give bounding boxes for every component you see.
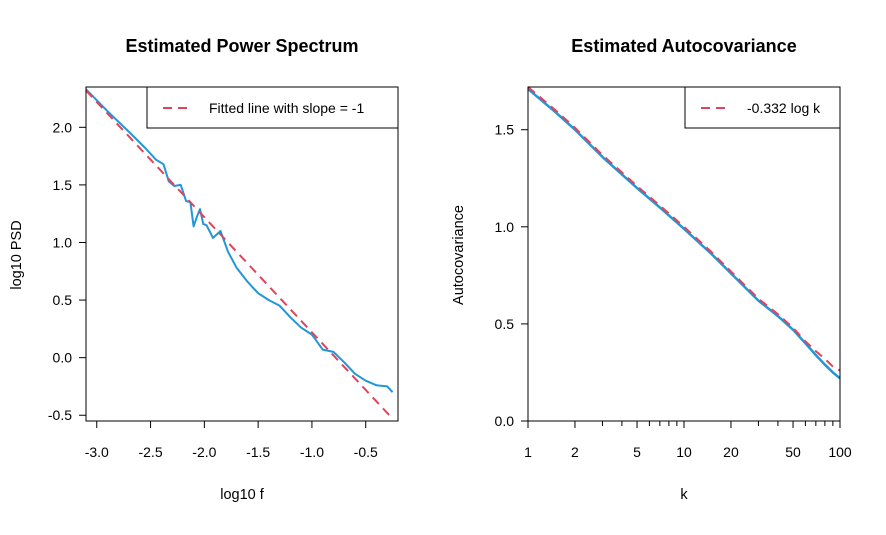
autocov-legend-box (684, 86, 841, 129)
autocov-legend-label: -0.332 log k (747, 100, 821, 116)
autocov-y-tick-label: 0.0 (495, 413, 515, 429)
psd-y-tick-label: 1.0 (53, 234, 73, 250)
psd-x-tick-label: -1.5 (246, 444, 270, 460)
psd-series-line (85, 88, 394, 393)
autocov-chart-title: Estimated Autocovariance (571, 36, 796, 56)
autocov-x-tick-label: 2 (571, 444, 579, 460)
psd-chart: Estimated Power Spectrum log10 f log10 P… (9, 36, 399, 503)
psd-y-tick-label: -0.5 (48, 407, 72, 423)
psd-fitted-line (85, 89, 394, 420)
psd-y-tick-label: 0.0 (53, 350, 73, 366)
autocov-y-axis-label: Autocovariance (451, 205, 467, 305)
psd-y-tick-label: 2.0 (53, 119, 73, 135)
autocov-fitted-line (527, 86, 841, 372)
psd-legend-label: Fitted line with slope = -1 (209, 100, 364, 116)
psd-y-axis-label: log10 PSD (9, 220, 25, 289)
psd-x-axis-label: log10 f (220, 487, 265, 503)
autocov-y-tick-label: 1.5 (495, 122, 515, 138)
autocov-x-axis-label: k (680, 487, 688, 503)
autocov-x-tick-label: 100 (828, 444, 852, 460)
psd-y-tick-label: 0.5 (53, 292, 73, 308)
psd-x-tick-label: -0.5 (354, 444, 378, 460)
autocov-chart: Estimated Autocovariance k Autocovarianc… (451, 36, 852, 503)
autocov-x-tick-label: 5 (633, 444, 641, 460)
psd-y-tick-label: 1.5 (53, 177, 73, 193)
autocov-x-tick-label: 10 (676, 444, 692, 460)
autocov-y-tick-label: 0.5 (495, 316, 515, 332)
psd-x-tick-label: -3.0 (85, 444, 109, 460)
psd-x-tick-label: -2.0 (192, 444, 216, 460)
psd-x-tick-label: -2.5 (138, 444, 162, 460)
autocov-y-tick-label: 1.0 (495, 219, 515, 235)
autocov-x-tick-label: 1 (524, 444, 532, 460)
psd-legend-box (146, 86, 399, 129)
psd-chart-title: Estimated Power Spectrum (125, 36, 358, 56)
autocov-series-line (527, 87, 841, 380)
autocov-plot-frame (527, 86, 841, 422)
autocov-x-tick-label: 50 (785, 444, 801, 460)
autocov-x-tick-label: 20 (723, 444, 739, 460)
psd-x-tick-label: -1.0 (300, 444, 324, 460)
